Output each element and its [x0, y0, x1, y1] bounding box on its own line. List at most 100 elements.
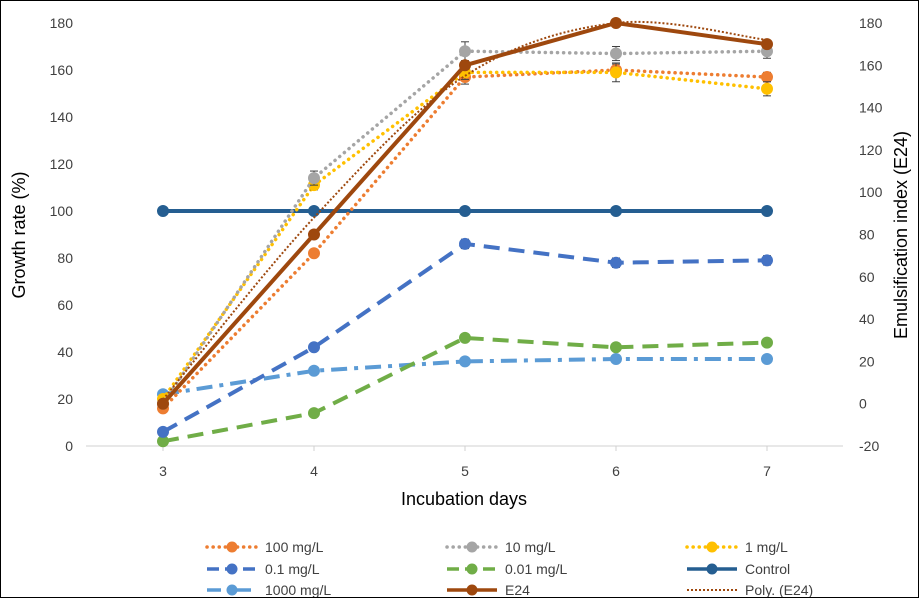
legend-item-0-1-mg-l: 0.1 mg/L	[207, 561, 320, 577]
legend-marker	[226, 563, 238, 575]
y2-tick-label: 20	[859, 353, 875, 369]
legend-label: E24	[505, 582, 530, 597]
y2-tick-label: -20	[859, 438, 879, 454]
y-tick-label: 60	[57, 297, 73, 313]
y-axis-label: Growth rate (%)	[9, 171, 29, 298]
data-point	[308, 341, 320, 354]
data-point	[308, 172, 320, 185]
data-point	[761, 82, 773, 95]
legend-label: 0.1 mg/L	[265, 561, 320, 577]
y-tick-label: 0	[65, 438, 73, 454]
data-point	[459, 355, 471, 368]
legend-marker	[466, 563, 478, 575]
data-point	[157, 397, 169, 410]
data-point	[308, 364, 320, 377]
legend-marker	[706, 563, 718, 575]
y-tick-label: 100	[50, 203, 74, 219]
legend-marker	[226, 541, 238, 553]
data-point	[610, 341, 622, 354]
data-point	[459, 59, 471, 72]
y-tick-label: 20	[57, 391, 73, 407]
y2-tick-label: 40	[859, 311, 875, 327]
legend-item-10-mg-l: 10 mg/L	[445, 539, 556, 555]
legend-marker	[466, 584, 478, 596]
data-point	[157, 425, 169, 438]
series-1000-mg-l	[157, 353, 773, 401]
data-point	[157, 205, 169, 217]
data-point	[610, 66, 622, 79]
x-tick-label: 7	[763, 463, 771, 479]
series-10-mg-l	[157, 41, 773, 410]
x-tick-label: 5	[461, 463, 469, 479]
legend-item-1-mg-l: 1 mg/L	[685, 539, 788, 555]
data-point	[308, 407, 320, 420]
legend-label: 10 mg/L	[505, 539, 556, 555]
legend-label: Poly. (E24)	[745, 582, 813, 597]
legend-label: Control	[745, 561, 790, 577]
series-control	[157, 205, 773, 217]
legend-label: 1000 mg/L	[265, 582, 331, 597]
data-point	[459, 331, 471, 344]
axes: 3 4 5 6 7 0 20 40 60 80 100 120 140 160 180 -20 0 20 40 6…	[9, 15, 911, 509]
y2-tick-label: 180	[859, 15, 883, 31]
series-0-01-mg-l	[157, 331, 773, 448]
legend-item-control: Control	[687, 561, 790, 577]
legend-marker	[706, 541, 718, 553]
series-line	[161, 70, 769, 401]
y-tick-label: 140	[50, 109, 74, 125]
y2-axis-label: Emulsification index (E24)	[891, 131, 911, 339]
y2-tick-label: 160	[859, 57, 883, 73]
legend-item-0-01-mg-l: 0.01 mg/L	[447, 561, 567, 577]
legend: 100 mg/L 10 mg/L 1 mg/L 0.1 mg/L 0.01 mg/L Co…	[205, 539, 813, 597]
y2-ticks: -20 0 20 40 60 80 100 120 140 160 180	[859, 15, 883, 454]
series-0-1-mg-l	[157, 237, 773, 438]
y2-tick-label: 140	[859, 100, 883, 116]
y-tick-label: 80	[57, 250, 73, 266]
data-point	[761, 336, 773, 349]
data-point	[459, 205, 471, 217]
x-tick-label: 3	[159, 463, 167, 479]
data-point	[459, 237, 471, 250]
series-layer	[157, 17, 773, 448]
y2-tick-label: 100	[859, 184, 883, 200]
x-tick-label: 4	[310, 463, 318, 479]
y2-tick-label: 80	[859, 227, 875, 243]
data-point	[761, 205, 773, 217]
data-point	[761, 353, 773, 366]
series-e24	[157, 17, 773, 410]
data-point	[610, 47, 622, 60]
data-point	[610, 205, 622, 217]
y-tick-label: 180	[50, 15, 74, 31]
x-tick-label: 6	[612, 463, 620, 479]
series-line	[162, 335, 768, 444]
trendline	[162, 20, 768, 401]
legend-marker	[466, 541, 478, 553]
y2-tick-label: 0	[859, 396, 867, 412]
x-ticks: 3 4 5 6 7	[159, 446, 771, 479]
y-tick-label: 160	[50, 62, 74, 78]
data-point	[459, 45, 471, 58]
legend-label: 1 mg/L	[745, 539, 788, 555]
x-axis-label: Incubation days	[401, 489, 527, 509]
y2-tick-label: 120	[859, 142, 883, 158]
series-1-mg-l	[157, 62, 773, 405]
legend-item-1000-mg-l: 1000 mg/L	[207, 582, 331, 597]
data-point	[308, 247, 320, 260]
data-point	[761, 254, 773, 267]
y-tick-label: 120	[50, 156, 74, 172]
legend-marker	[226, 584, 238, 596]
data-point	[761, 71, 773, 84]
y-ticks: 0 20 40 60 80 100 120 140 160 180	[50, 15, 74, 454]
y-tick-label: 40	[57, 344, 73, 360]
data-point	[610, 353, 622, 366]
legend-label: 0.01 mg/L	[505, 561, 567, 577]
legend-label: 100 mg/L	[265, 539, 324, 555]
series-line	[161, 49, 769, 406]
series-poly-e24	[162, 20, 768, 401]
legend-item-e24: E24	[447, 582, 530, 597]
data-point	[761, 38, 773, 51]
data-point	[610, 256, 622, 269]
legend-item-poly-e24: Poly. (E24)	[687, 582, 813, 597]
